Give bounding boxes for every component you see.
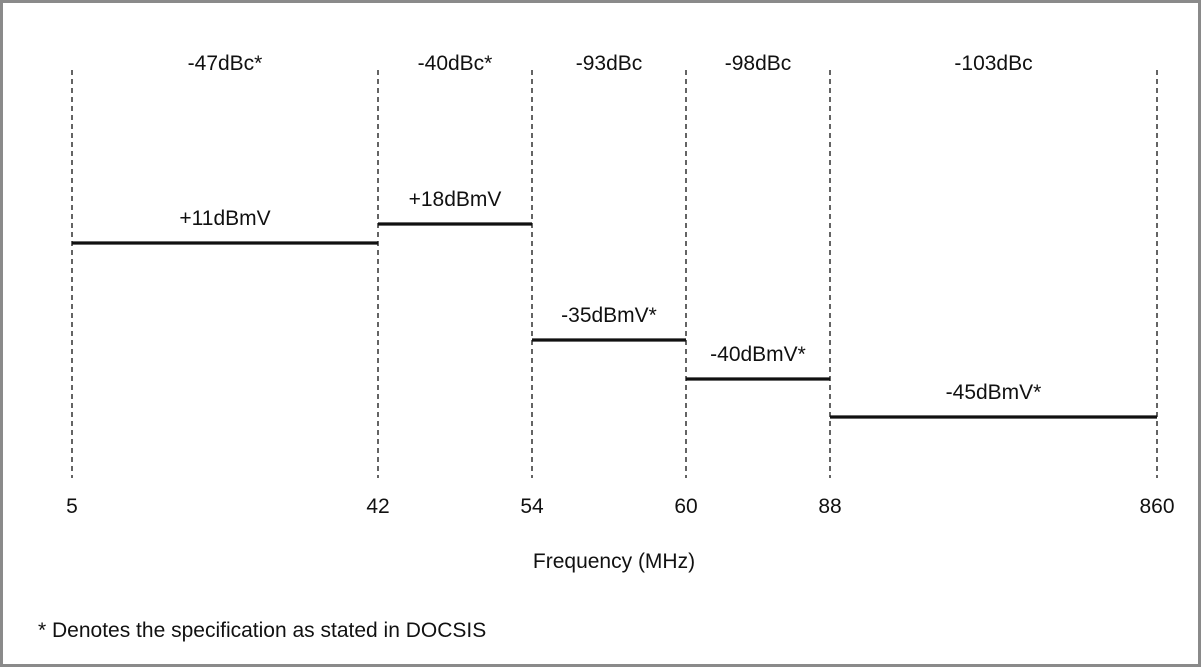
- x-axis-label: Frequency (MHz): [533, 550, 695, 573]
- spurious-limit-label-band-4: -98dBc: [725, 52, 792, 75]
- spurious-limit-label-band-5: -103dBc: [954, 52, 1032, 75]
- spurious-limit-label-band-2: -40dBc*: [418, 52, 493, 75]
- level-label-band-2: +18dBmV: [409, 188, 502, 211]
- footnote: * Denotes the specification as stated in…: [38, 619, 487, 642]
- tick-label-5: 5: [66, 495, 78, 518]
- level-label-band-1: +11dBmV: [179, 207, 270, 230]
- spurious-limit-label-band-3: -93dBc: [576, 52, 643, 75]
- level-label-band-5: -45dBmV*: [946, 381, 1042, 404]
- tick-label-42: 42: [366, 495, 389, 518]
- tick-label-860: 860: [1139, 495, 1174, 518]
- tick-label-54: 54: [520, 495, 544, 518]
- level-label-band-3: -35dBmV*: [561, 304, 657, 327]
- level-label-band-4: -40dBmV*: [710, 343, 806, 366]
- tick-label-60: 60: [674, 495, 697, 518]
- spurious-limit-label-band-1: -47dBc*: [188, 52, 263, 75]
- tick-label-88: 88: [818, 495, 841, 518]
